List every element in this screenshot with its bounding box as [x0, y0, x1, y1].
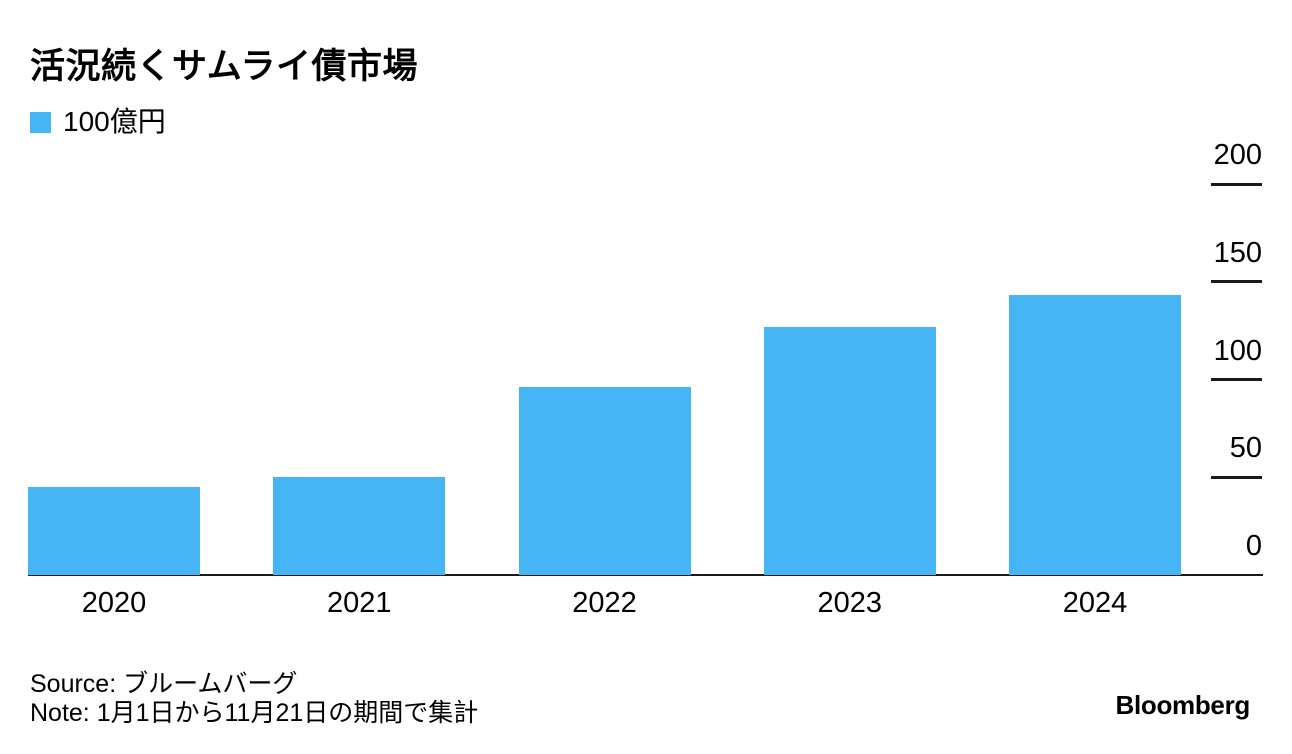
y-tick-line-150 [1211, 280, 1262, 284]
y-tick-line-200 [1211, 182, 1262, 186]
source-line: Source: ブルームバーグ [30, 670, 298, 698]
x-tick-label-2024: 2024 [1062, 587, 1128, 619]
x-tick-label-2023: 2023 [817, 587, 882, 619]
y-tick-label-100: 100 [1213, 334, 1262, 367]
y-tick-line-50 [1211, 475, 1262, 479]
bar-2021 [273, 477, 446, 575]
bar-2023 [763, 326, 936, 575]
bloomberg-logo: Bloomberg [1115, 690, 1250, 720]
y-tick-label-0: 0 [1245, 530, 1262, 562]
x-tick-label-2022: 2022 [572, 587, 637, 619]
bar-2022 [518, 387, 691, 575]
bar-2024 [1009, 295, 1181, 575]
legend-swatch [30, 111, 51, 133]
footer-notes: Source: ブルームバーグ Note: 1月1日から11月21日の期間で集計 [30, 670, 478, 728]
note-line: Note: 1月1日から11月21日の期間で集計 [30, 699, 479, 727]
y-tick-label-150: 150 [1213, 236, 1262, 269]
chart-title: 活況続くサムライ債市場 [30, 47, 419, 86]
legend-label: 100億円 [63, 106, 166, 137]
legend: 100億円 [30, 108, 166, 136]
y-tick-label-50: 50 [1229, 432, 1262, 465]
x-tick-label-2021: 2021 [326, 587, 392, 619]
y-tick-line-100 [1211, 378, 1262, 381]
y-tick-label-200: 200 [1213, 139, 1262, 171]
x-axis-line [28, 574, 1263, 576]
bar-2020 [28, 487, 200, 575]
x-tick-label-2020: 2020 [81, 587, 147, 619]
